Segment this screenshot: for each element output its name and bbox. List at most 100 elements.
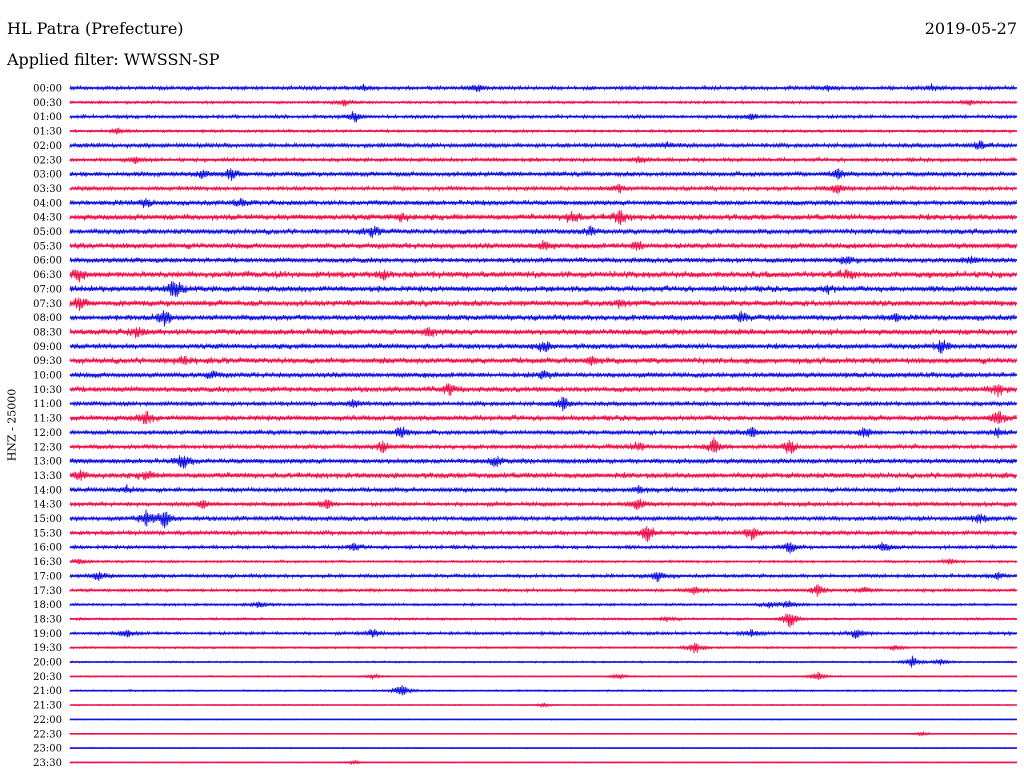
time-label: 12:30 — [33, 442, 62, 453]
trace-line — [69, 225, 1017, 238]
date-label: 2019-05-27 — [924, 19, 1017, 38]
time-label: 05:00 — [33, 227, 62, 238]
time-label: 21:30 — [33, 701, 62, 712]
trace-line — [69, 702, 1017, 708]
trace-line — [69, 370, 1017, 380]
trace-line — [69, 746, 1017, 750]
time-label: 16:30 — [33, 557, 62, 568]
time-label-group: 00:00 00:30 01:00 01:30 02:00 02:30 03:00 03:30… — [33, 84, 62, 769]
time-label: 15:00 — [33, 514, 62, 525]
time-label: 04:00 — [33, 198, 62, 209]
trace-line — [69, 613, 1017, 628]
time-label: 06:00 — [33, 256, 62, 267]
time-label: 14:30 — [33, 500, 62, 511]
time-label: 05:30 — [33, 241, 62, 252]
time-label: 07:30 — [33, 299, 62, 310]
time-label: 10:00 — [33, 371, 62, 382]
time-label: 17:00 — [33, 571, 62, 582]
trace-line — [69, 571, 1017, 583]
time-label: 21:00 — [33, 686, 62, 697]
trace-line — [69, 127, 1017, 135]
time-label: 02:30 — [33, 155, 62, 166]
time-label: 07:00 — [33, 284, 62, 295]
trace-line — [69, 209, 1017, 226]
time-label: 23:30 — [33, 758, 62, 769]
trace-line — [69, 469, 1017, 481]
trace-line — [69, 111, 1017, 123]
time-label: 01:00 — [33, 112, 62, 123]
time-label: 09:30 — [33, 356, 62, 367]
trace-line — [69, 310, 1017, 327]
trace-line — [69, 498, 1017, 510]
time-label: 20:30 — [33, 672, 62, 683]
trace-line — [69, 455, 1017, 469]
time-label: 20:00 — [33, 658, 62, 669]
time-label: 11:00 — [33, 399, 62, 410]
trace-line — [69, 509, 1017, 529]
time-label: 00:30 — [33, 98, 62, 109]
time-label: 22:00 — [33, 715, 62, 726]
trace-line — [69, 583, 1017, 597]
trace-line — [69, 684, 1017, 696]
trace-line — [69, 355, 1017, 367]
time-label: 01:30 — [33, 127, 62, 138]
trace-line — [69, 671, 1017, 681]
trace-line — [69, 426, 1017, 439]
trace-line — [69, 255, 1017, 265]
time-label: 09:00 — [33, 342, 62, 353]
trace-line — [69, 642, 1017, 654]
trace-line — [69, 600, 1017, 609]
time-label: 17:30 — [33, 586, 62, 597]
trace-group — [69, 83, 1017, 766]
trace-line — [69, 339, 1017, 354]
time-label: 03:00 — [33, 170, 62, 181]
trace-line — [69, 383, 1017, 398]
time-label: 18:30 — [33, 614, 62, 625]
time-label: 14:00 — [33, 485, 62, 496]
station-title: HL Patra (Prefecture) — [7, 19, 184, 38]
time-label: 11:30 — [33, 414, 62, 425]
trace-line — [69, 168, 1017, 181]
time-label: 23:00 — [33, 744, 62, 755]
time-label: 10:30 — [33, 385, 62, 396]
trace-line — [69, 156, 1017, 165]
time-label: 03:30 — [33, 184, 62, 195]
trace-line — [69, 297, 1017, 312]
trace-line — [69, 326, 1017, 339]
trace-line — [69, 484, 1017, 494]
time-label: 12:00 — [33, 428, 62, 439]
trace-line — [69, 730, 1017, 738]
trace-line — [69, 140, 1017, 150]
time-label: 19:30 — [33, 643, 62, 654]
time-label: 22:30 — [33, 729, 62, 740]
time-label: 16:00 — [33, 543, 62, 554]
time-label: 13:30 — [33, 471, 62, 482]
trace-line — [69, 655, 1017, 668]
trace-line — [69, 98, 1017, 107]
trace-line — [69, 410, 1017, 425]
time-label: 08:00 — [33, 313, 62, 324]
trace-line — [69, 437, 1017, 454]
trace-line — [69, 281, 1017, 297]
trace-line — [69, 541, 1017, 554]
time-label: 18:00 — [33, 600, 62, 611]
trace-line — [69, 83, 1017, 92]
time-label: 06:30 — [33, 270, 62, 281]
time-label: 15:30 — [33, 528, 62, 539]
trace-line — [69, 558, 1017, 565]
trace-line — [69, 239, 1017, 251]
time-label: 02:00 — [33, 141, 62, 152]
trace-line — [69, 525, 1017, 543]
time-label: 13:00 — [33, 457, 62, 468]
trace-line — [69, 718, 1017, 721]
time-label: 08:30 — [33, 327, 62, 338]
trace-line — [69, 268, 1017, 283]
trace-line — [69, 198, 1017, 209]
trace-line — [69, 759, 1017, 766]
filter-label: Applied filter: WWSSN-SP — [7, 50, 220, 69]
trace-line — [69, 628, 1017, 639]
trace-line — [69, 396, 1017, 412]
time-label: 00:00 — [33, 84, 62, 95]
